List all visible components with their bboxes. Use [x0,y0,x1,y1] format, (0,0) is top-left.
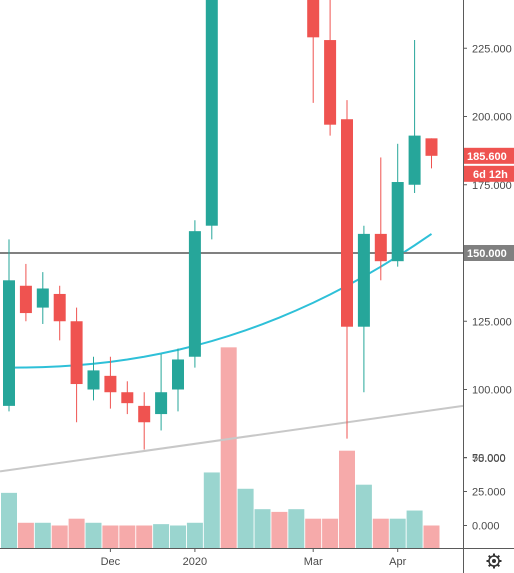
volume-bar [170,525,186,548]
price-tick-label: 125.000 [472,316,512,328]
candle-body[interactable] [188,231,201,357]
volume-bar [119,525,136,548]
plot-area[interactable] [0,0,464,548]
gear-icon-tooth [496,563,501,568]
volume-bar [203,472,220,548]
candle-body[interactable] [3,280,15,406]
candle-body[interactable] [155,392,168,415]
candle-body[interactable] [425,138,438,156]
candle-body[interactable] [121,392,134,404]
candle-body[interactable] [138,405,151,423]
volume-tick-label: 0.000 [472,521,500,533]
volume-bar [34,522,51,548]
candle-body[interactable] [391,182,404,262]
candle-body[interactable] [307,0,320,38]
volume-bar [423,525,440,548]
gear-icon-hub [492,559,496,563]
volume-bar [322,518,339,548]
price-tick-label: 175.000 [472,180,512,192]
volume-bar [85,522,102,548]
time-tick-label: Apr [389,556,406,568]
volume-bar [220,347,237,548]
volume-bar [389,518,406,548]
candle-body[interactable] [357,233,370,327]
candle-body[interactable] [53,293,66,322]
volume-bar [288,509,305,548]
gear-icon-tooth [496,554,501,559]
price-tick-label: 200.000 [472,112,512,124]
volume-bar [254,509,271,548]
price-tick-label: 100.000 [472,385,512,397]
candle-body[interactable] [172,359,184,390]
price-tick-label: 225.000 [472,43,512,55]
volume-bar [1,492,17,548]
time-tick-label: Mar [304,556,323,568]
volume-bar [339,450,355,548]
gear-icon-tooth [487,563,492,568]
countdown-tag [464,165,514,182]
level-price-tag[interactable] [464,245,514,261]
level-price-label: 150.000 [467,248,507,260]
candle-body[interactable] [104,375,117,393]
candle-body[interactable] [408,135,421,185]
gear-icon-tooth [487,554,492,559]
time-tick-label: Dec [101,556,121,568]
volume-bar [51,525,68,548]
candle-body[interactable] [19,285,32,314]
volume-bar [271,511,288,548]
volume-bar [237,488,254,548]
candle-body[interactable] [36,288,49,308]
volume-bar [102,525,119,548]
volume-bar [406,510,423,548]
price-tick-label: 75.000 [472,453,506,465]
volume-bar [305,518,322,548]
candle-body[interactable] [205,0,218,226]
candle-body[interactable] [341,119,353,327]
candle-body[interactable] [70,321,83,385]
candle-body[interactable] [324,40,337,125]
time-tick-label: 2020 [183,556,207,568]
countdown-label: 6d 12h [473,169,508,181]
price-axis[interactable]: 375.000350.000325.000300.000275.000250.0… [463,0,514,573]
trend-line[interactable] [0,404,464,473]
volume-bar [372,518,389,548]
volume-bar [355,484,372,548]
volume-bar [186,522,203,548]
volume-tick-label: 50.000 [472,453,506,465]
candle-body[interactable] [374,233,387,262]
candle-body[interactable] [87,370,100,390]
settings-gear-icon[interactable] [486,553,502,569]
time-axis[interactable]: Dec 2020 Mar Apr [0,548,514,568]
last-price-label: 185.600 [467,151,507,163]
volume-tick-label: 25.000 [472,487,506,499]
volume-bar [136,525,153,548]
volume-bar [153,524,170,548]
volume-bar [68,518,85,548]
last-price-tag[interactable] [464,147,514,164]
volume-bar [17,522,34,548]
